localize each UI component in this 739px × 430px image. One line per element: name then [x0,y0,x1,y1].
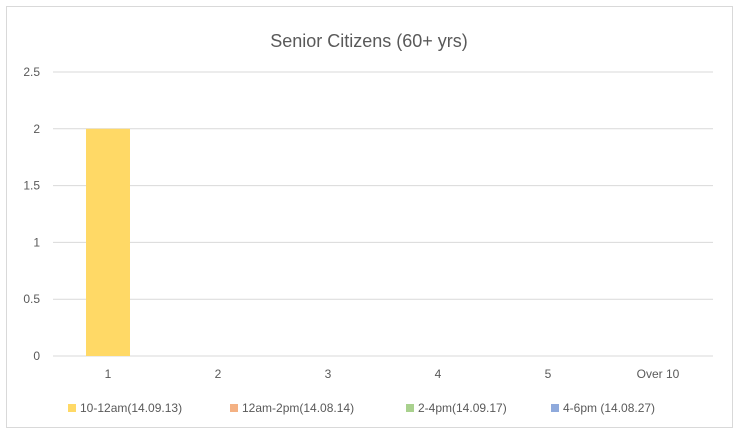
x-tick-label: 5 [545,367,552,381]
gridlines [53,71,713,357]
legend-swatch-0 [68,404,76,412]
x-tick-label: 3 [325,367,332,381]
x-tick-label: Over 10 [637,367,680,381]
legend-label-2: 2-4pm(14.09.17) [418,401,507,415]
y-tick-label: 1 [33,235,40,249]
y-tick-label: 1.5 [23,179,40,193]
legend-label-0: 10-12am(14.09.13) [80,401,182,415]
y-tick-label: 2.5 [23,65,40,79]
legend-swatch-3 [551,404,559,412]
legend: 10-12am(14.09.13) 12am-2pm(14.08.14) 2-4pm… [68,401,655,415]
legend-label-3: 4-6pm (14.08.27) [563,401,655,415]
legend-swatch-1 [230,404,238,412]
bars [86,128,130,356]
x-tick-label: 4 [435,367,442,381]
legend-swatch-2 [406,404,414,412]
y-tick-label: 0.5 [23,292,40,306]
legend-label-1: 12am-2pm(14.08.14) [242,401,354,415]
y-tick-label: 0 [33,349,40,363]
y-tick-label: 2 [33,122,40,136]
x-axis-ticks: 1 2 3 4 5 Over 10 [105,367,680,381]
bar-0-0 [86,128,130,356]
y-axis-ticks: 0 0.5 1 1.5 2 2.5 [23,65,40,363]
x-tick-label: 2 [215,367,222,381]
x-tick-label: 1 [105,367,112,381]
chart-title: Senior Citizens (60+ yrs) [270,31,468,51]
